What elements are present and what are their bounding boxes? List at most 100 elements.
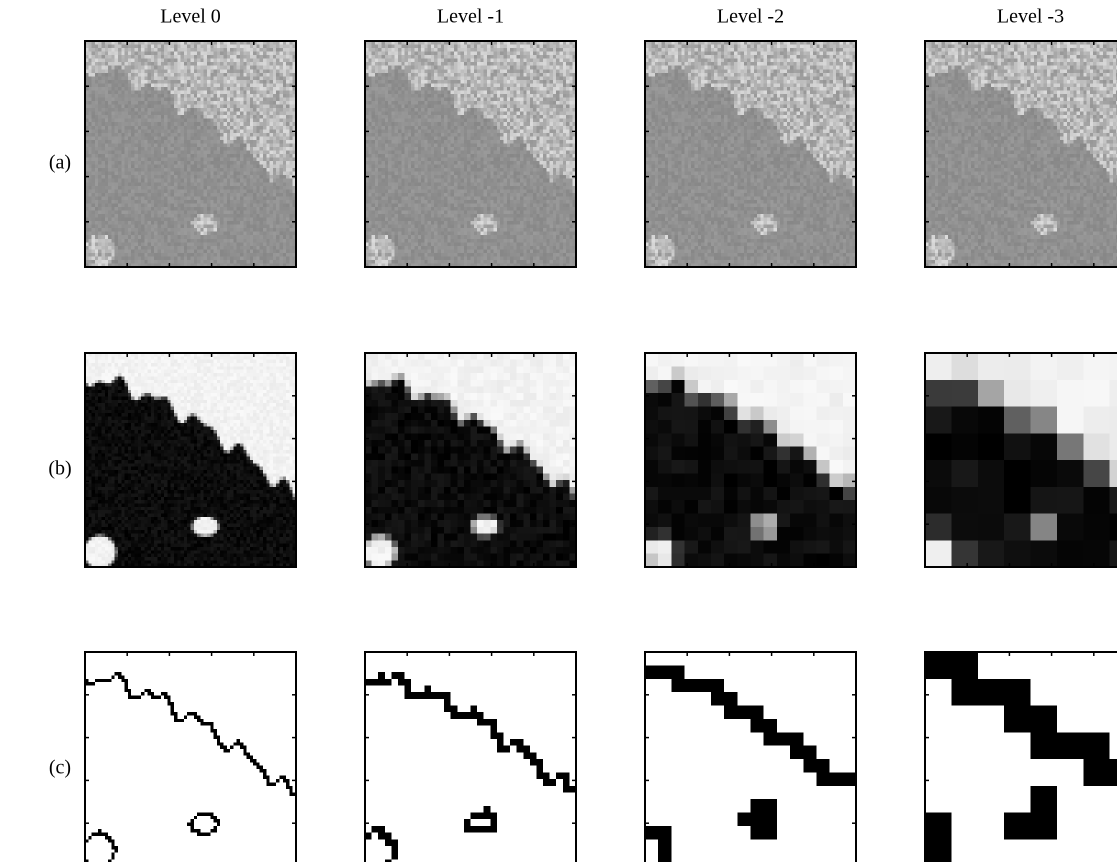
pixel <box>131 246 135 250</box>
pixel <box>200 168 204 172</box>
pixel <box>227 256 231 260</box>
pixel <box>101 66 105 70</box>
pixel <box>115 228 119 232</box>
pixel <box>256 172 260 176</box>
pixel <box>154 150 158 154</box>
pixel <box>227 218 231 222</box>
pixel <box>247 246 251 250</box>
pixel <box>184 76 188 80</box>
pixel <box>184 242 188 246</box>
pixel <box>381 253 385 257</box>
pixel <box>125 193 129 197</box>
pixel <box>204 189 208 193</box>
pixel <box>243 147 247 151</box>
pixel <box>184 221 188 225</box>
pixel <box>250 203 254 207</box>
pixel <box>260 119 264 123</box>
pixel <box>368 98 372 102</box>
pixel <box>230 225 234 229</box>
pixel <box>230 105 234 109</box>
pixel <box>118 189 122 193</box>
pixel <box>401 101 405 105</box>
pixel <box>95 193 99 197</box>
pixel <box>111 112 115 116</box>
pixel <box>289 158 293 162</box>
pixel <box>128 129 132 133</box>
pixel <box>283 52 287 56</box>
pixel <box>210 133 214 137</box>
pixel <box>115 45 119 49</box>
pixel <box>391 203 395 207</box>
pixel <box>204 129 208 133</box>
pixel <box>171 175 175 179</box>
pixel <box>210 246 214 250</box>
pixel <box>144 83 148 87</box>
pixel <box>158 98 162 102</box>
pixel <box>270 52 274 56</box>
pixel <box>276 55 280 59</box>
pixel <box>220 59 224 63</box>
pixel <box>270 90 274 94</box>
pixel <box>131 69 135 73</box>
pixel <box>398 260 402 264</box>
pixel <box>151 126 155 130</box>
pixel <box>88 45 92 49</box>
pixel <box>250 239 254 243</box>
pixel <box>220 168 224 172</box>
pixel <box>161 90 165 94</box>
pixel <box>286 161 290 165</box>
pixel <box>270 249 274 253</box>
pixel <box>391 249 395 253</box>
pixel <box>88 150 92 154</box>
pixel <box>276 150 280 154</box>
pixel <box>372 200 376 204</box>
pixel <box>154 119 158 123</box>
pixel <box>210 189 214 193</box>
pixel <box>164 122 168 126</box>
pixel <box>280 172 284 176</box>
pixel <box>177 218 181 222</box>
pixel <box>240 140 244 144</box>
pixel <box>253 66 257 70</box>
pixel <box>237 161 241 165</box>
pixel <box>101 228 105 232</box>
pixel <box>184 52 188 56</box>
pixel <box>230 200 234 204</box>
pixel <box>270 207 274 211</box>
pixel <box>177 203 181 207</box>
pixel <box>223 119 227 123</box>
pixel <box>134 52 138 56</box>
pixel <box>368 133 372 137</box>
pixel <box>381 256 385 260</box>
pixel <box>210 143 214 147</box>
pixel <box>191 246 195 250</box>
pixel <box>233 59 237 63</box>
pixel <box>405 94 409 98</box>
pixel <box>260 136 264 140</box>
pixel <box>171 87 175 91</box>
pixel <box>217 94 221 98</box>
pixel <box>283 98 287 102</box>
pixel <box>247 235 251 239</box>
pixel <box>164 76 168 80</box>
pixel <box>158 168 162 172</box>
pixel <box>121 59 125 63</box>
pixel <box>148 203 152 207</box>
pixel <box>184 228 188 232</box>
pixel <box>204 161 208 165</box>
pixel <box>207 150 211 154</box>
pixel <box>398 83 402 87</box>
pixel <box>115 52 119 56</box>
pixel <box>273 182 277 186</box>
pixel <box>276 172 280 176</box>
pixel <box>260 147 264 151</box>
pixel <box>223 172 227 176</box>
pixel <box>227 136 231 140</box>
pixel <box>391 232 395 236</box>
pixel <box>220 115 224 119</box>
pixel <box>138 115 142 119</box>
pixel <box>388 158 392 162</box>
pixel <box>144 239 148 243</box>
pixel <box>227 147 231 151</box>
pixel <box>105 242 109 246</box>
